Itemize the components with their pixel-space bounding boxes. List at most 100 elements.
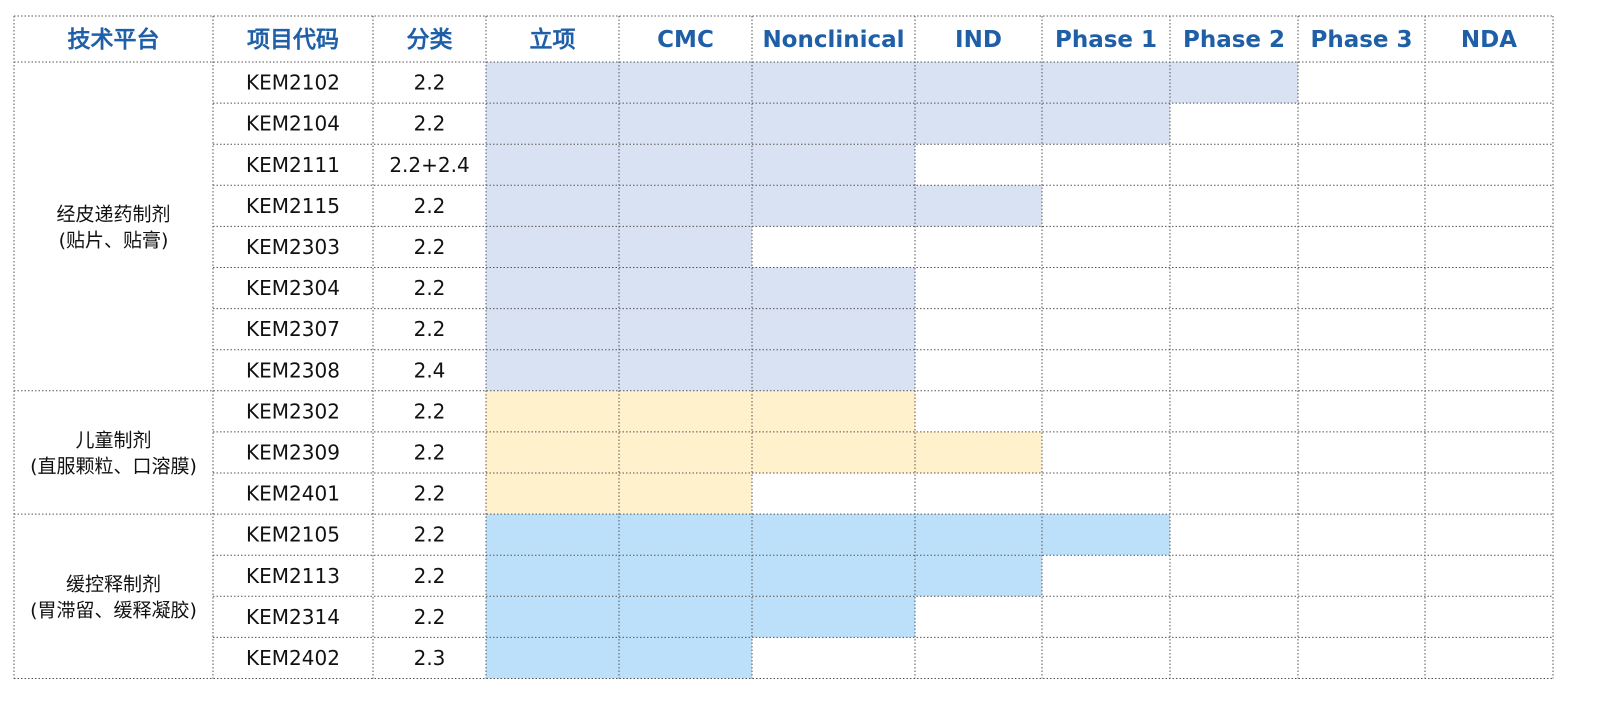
stage-bar-kem2304-nonclinical [752, 267, 915, 309]
stage-bar-kem2302-col [486, 390, 619, 432]
stage-bar-kem2102-ind [915, 62, 1042, 104]
platform-name-line: 缓控释制剂 [66, 573, 161, 595]
stage-bar-kem2104-phase-1 [1042, 103, 1170, 145]
project-code-kem2105: KEM2105 [246, 523, 340, 547]
stage-bar-kem2304-col [486, 267, 619, 309]
category-kem2304: 2.2 [414, 276, 446, 300]
category-kem2401: 2.2 [414, 482, 446, 506]
platform-name-line: 经皮递药制剂 [56, 203, 170, 225]
project-code-kem2303: KEM2303 [246, 235, 340, 259]
category-kem2308: 2.4 [414, 358, 446, 382]
stage-bar-kem2104-cmc [619, 103, 752, 145]
project-code-kem2401: KEM2401 [246, 482, 340, 506]
project-code-kem2304: KEM2304 [246, 276, 340, 300]
stage-bar-kem2309-nonclinical [752, 431, 915, 473]
stage-bar-kem2401-cmc [619, 473, 752, 515]
stage-bar-kem2105-cmc [619, 514, 752, 556]
project-code-kem2402: KEM2402 [246, 646, 340, 670]
stage-bar-kem2308-nonclinical [752, 349, 915, 391]
stage-bar-kem2115-nonclinical [752, 185, 915, 227]
stage-bar-kem2105-col [486, 514, 619, 556]
stage-bar-kem2104-nonclinical [752, 103, 915, 145]
category-kem2307: 2.2 [414, 317, 446, 341]
stage-bar-kem2113-ind [915, 555, 1042, 597]
project-code-kem2314: KEM2314 [246, 605, 340, 629]
project-code-kem2102: KEM2102 [246, 71, 340, 95]
category-kem2302: 2.2 [414, 399, 446, 423]
platform-name-line: (贴片、贴膏) [59, 228, 169, 251]
column-header-phase-2: Phase 2 [1183, 27, 1285, 53]
project-code-kem2111: KEM2111 [246, 153, 340, 177]
stage-bar-kem2314-nonclinical [752, 596, 915, 638]
progress-fills [486, 62, 1298, 679]
platform-name-line: (胃滞留、缓释凝胶) [30, 599, 197, 621]
stage-bar-kem2102-col [486, 62, 619, 104]
stage-bar-kem2102-cmc [619, 62, 752, 104]
stage-bar-kem2115-col [486, 185, 619, 227]
table-text: 技术平台 项目代码 分类 立项 CMC Nonclinical IND Phase 1 Phas… [30, 26, 1517, 670]
project-code-kem2307: KEM2307 [246, 317, 340, 341]
column-header-platform: 技术平台 [68, 26, 160, 53]
column-header-cmc: CMC [657, 27, 714, 53]
category-kem2115: 2.2 [414, 194, 446, 218]
stage-bar-kem2309-ind [915, 431, 1042, 473]
stage-bar-kem2314-cmc [619, 596, 752, 638]
platform-name-line: (直服颗粒、口溶膜) [30, 455, 197, 477]
stage-bar-kem2104-ind [915, 103, 1042, 145]
table-grid [13, 15, 1554, 679]
stage-bar-kem2105-ind [915, 514, 1042, 556]
category-kem2402: 2.3 [414, 646, 446, 670]
stage-bar-kem2115-ind [915, 185, 1042, 227]
column-header-nonclinical: Nonclinical [762, 27, 904, 53]
stage-bar-kem2104-col [486, 103, 619, 145]
stage-bar-kem2309-col [486, 431, 619, 473]
stage-bar-kem2307-cmc [619, 308, 752, 350]
column-header-nda: NDA [1461, 27, 1517, 53]
category-kem2303: 2.2 [414, 235, 446, 259]
stage-bar-kem2102-phase-2 [1170, 62, 1298, 104]
platform-name-line: 儿童制剂 [75, 429, 151, 451]
project-code-kem2115: KEM2115 [246, 194, 340, 218]
stage-bar-kem2402-col [486, 637, 619, 679]
stage-bar-kem2304-cmc [619, 267, 752, 309]
stage-bar-kem2302-nonclinical [752, 390, 915, 432]
stage-bar-kem2113-nonclinical [752, 555, 915, 597]
stage-bar-kem2102-nonclinical [752, 62, 915, 104]
category-kem2104: 2.2 [414, 112, 446, 136]
column-header-phase-3: Phase 3 [1310, 27, 1412, 53]
stage-bar-kem2307-col [486, 308, 619, 350]
stage-bar-kem2303-col [486, 226, 619, 268]
column-header-project-code: 项目代码 [247, 27, 339, 53]
category-kem2314: 2.2 [414, 605, 446, 629]
stage-bar-kem2113-col [486, 555, 619, 597]
stage-bar-kem2113-cmc [619, 555, 752, 597]
stage-bar-kem2309-cmc [619, 431, 752, 473]
stage-bar-kem2105-phase-1 [1042, 514, 1170, 556]
category-kem2111: 2.2+2.4 [389, 153, 469, 177]
project-code-kem2113: KEM2113 [246, 564, 340, 588]
category-kem2102: 2.2 [414, 71, 446, 95]
stage-bar-kem2303-cmc [619, 226, 752, 268]
stage-bar-kem2302-cmc [619, 390, 752, 432]
stage-bar-kem2308-col [486, 349, 619, 391]
stage-bar-kem2111-cmc [619, 144, 752, 186]
stage-bar-kem2105-nonclinical [752, 514, 915, 556]
column-header-phase-1: Phase 1 [1055, 27, 1157, 53]
stage-bar-kem2111-col [486, 144, 619, 186]
project-code-kem2309: KEM2309 [246, 440, 340, 464]
column-header-ind: IND [955, 27, 1002, 53]
stage-bar-kem2307-nonclinical [752, 308, 915, 350]
column-header-category: 分类 [407, 27, 453, 53]
project-code-kem2302: KEM2302 [246, 399, 340, 423]
stage-bar-kem2102-phase-1 [1042, 62, 1170, 104]
category-kem2309: 2.2 [414, 440, 446, 464]
stage-bar-kem2314-col [486, 596, 619, 638]
stage-bar-kem2402-cmc [619, 637, 752, 679]
stage-bar-kem2115-cmc [619, 185, 752, 227]
stage-bar-kem2401-col [486, 473, 619, 515]
category-kem2105: 2.2 [414, 523, 446, 547]
stage-bar-kem2111-nonclinical [752, 144, 915, 186]
project-code-kem2308: KEM2308 [246, 358, 340, 382]
category-kem2113: 2.2 [414, 564, 446, 588]
